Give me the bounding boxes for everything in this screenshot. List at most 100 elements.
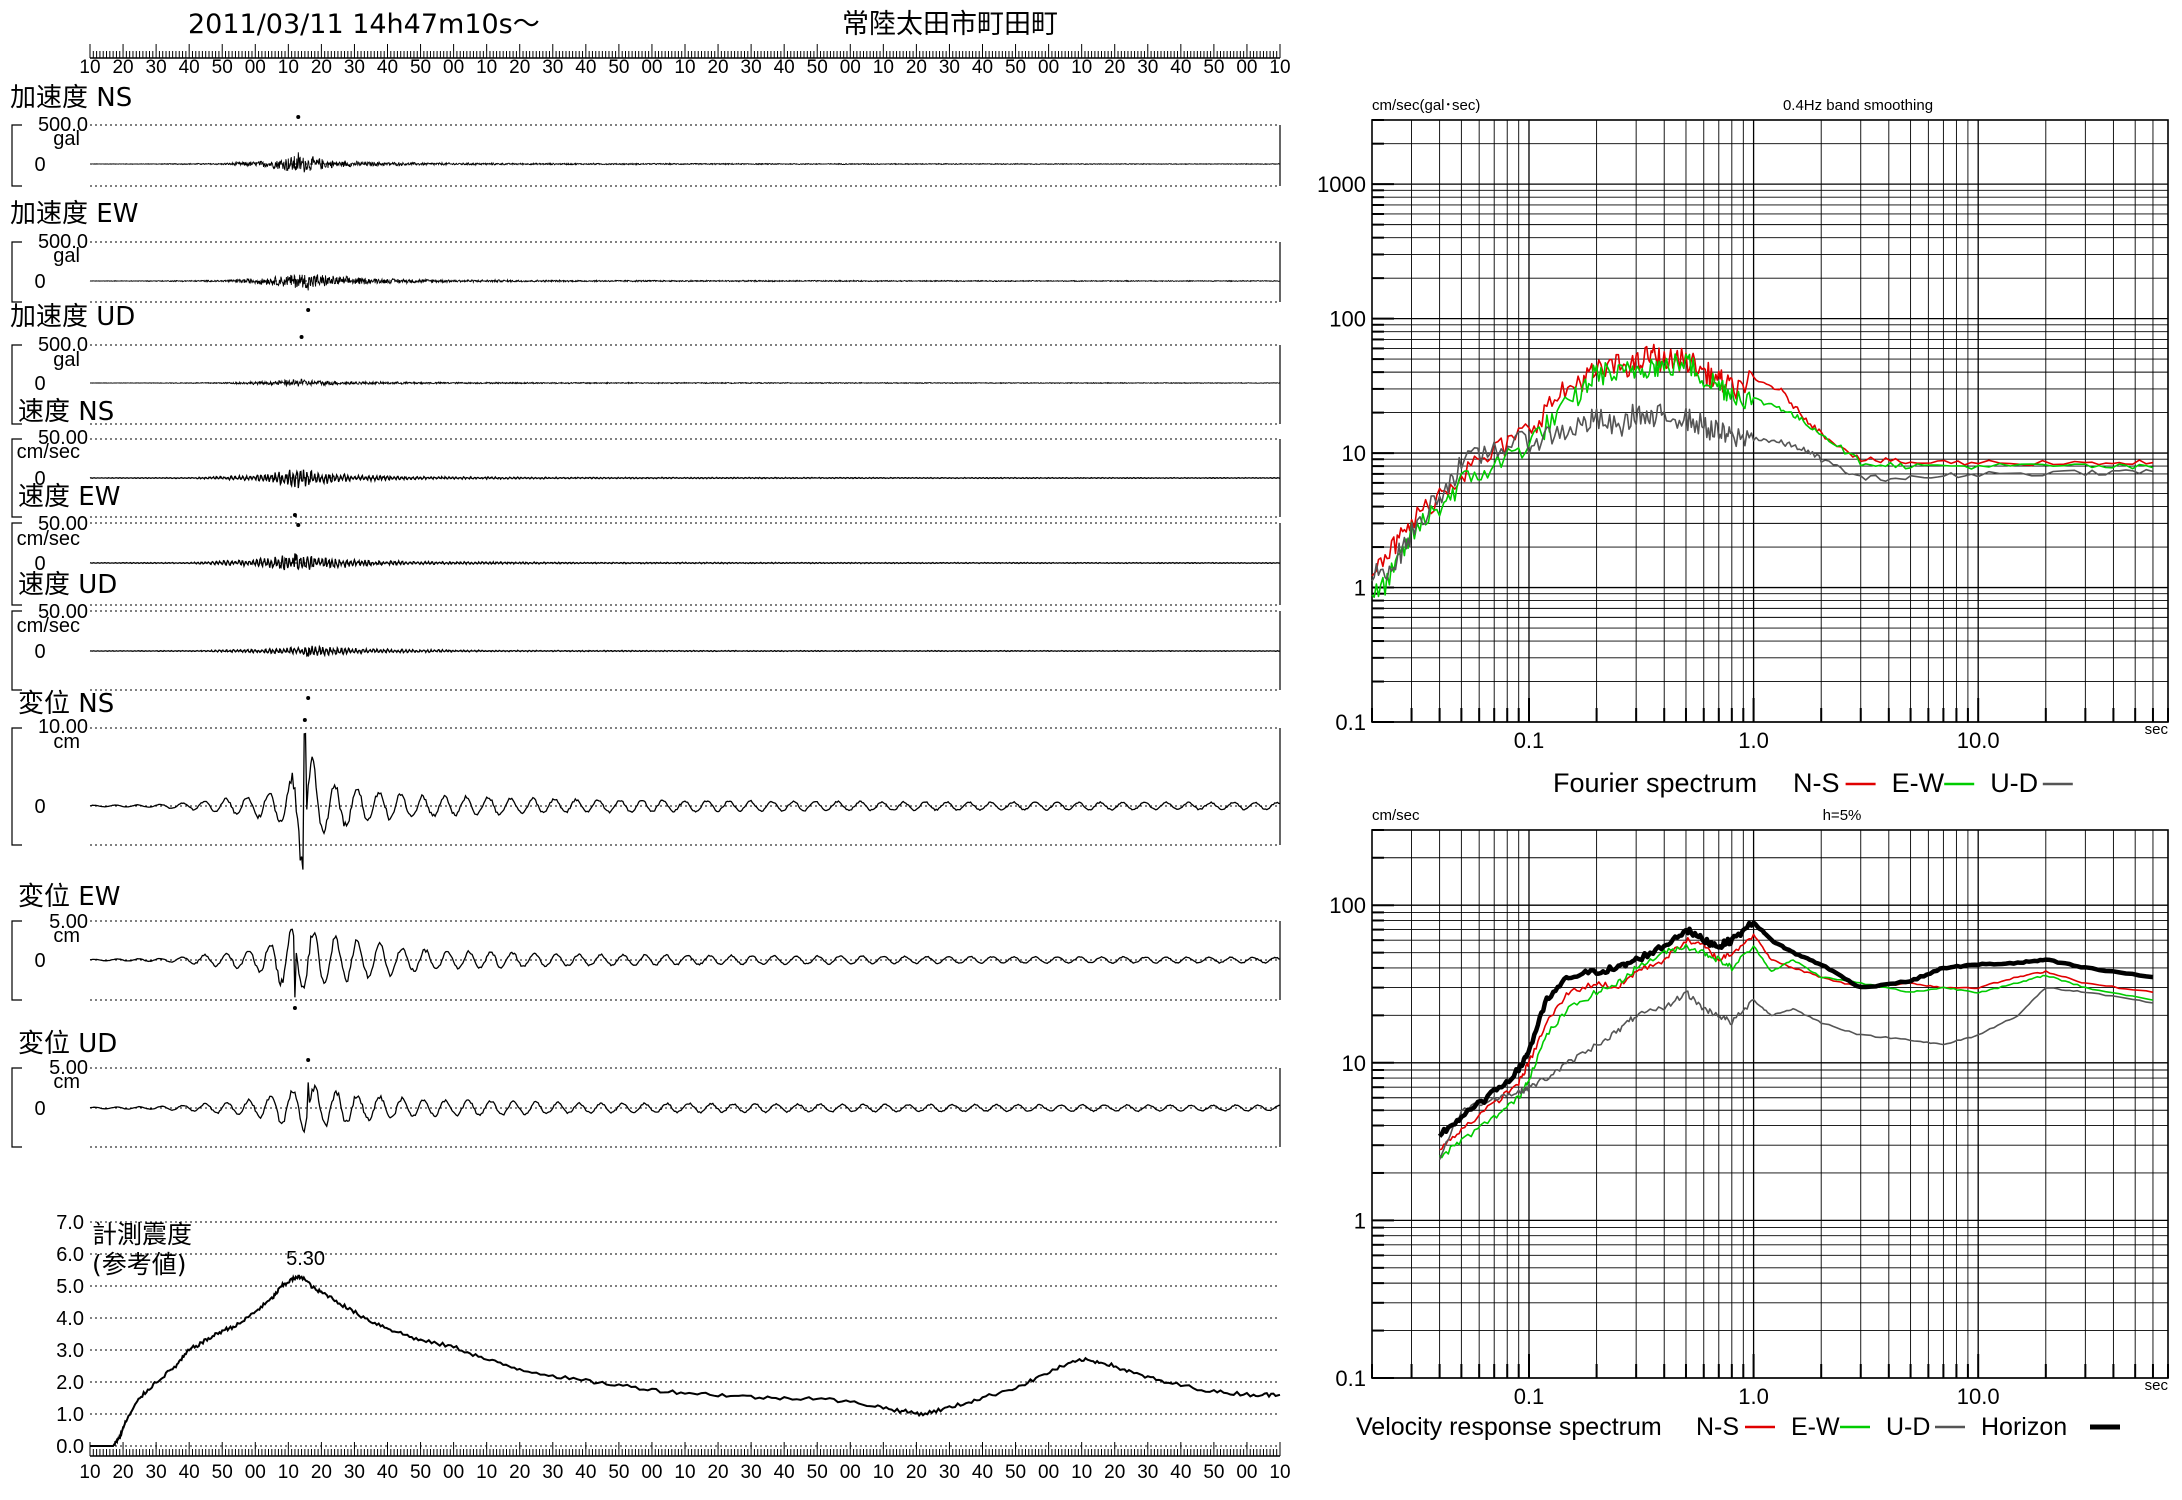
panel-zero-label: 0 [34,796,45,818]
time-axis-label: 30 [344,57,365,78]
time-axis-label: 20 [311,57,332,78]
time-axis-label: 40 [179,57,200,78]
spectrum-series-ud [1371,403,2154,582]
spectrum-series-horizon [1437,920,2154,1138]
panel-scale-label: 50.00 [38,427,88,449]
time-axis-label: 00 [1236,1462,1257,1483]
time-axis-label: 30 [542,1462,563,1483]
spectrum-ytick-label: 0.1 [1335,710,1366,735]
time-axis-label: 00 [443,1462,464,1483]
spectrum-xtick-label: 0.1 [1514,1384,1545,1409]
panel-left-bracket [11,124,22,187]
time-axis-label: 10 [674,57,695,78]
time-axis-label: 10 [476,57,497,78]
time-axis-label: 50 [410,57,431,78]
time-axis-label: 00 [443,57,464,78]
time-axis-label: 10 [1071,1462,1092,1483]
intensity-ytick: 3.0 [56,1340,84,1362]
time-axis-label: 20 [1104,1462,1125,1483]
time-axis-label: 00 [1236,57,1257,78]
time-axis-label: 50 [410,1462,431,1483]
panel-zero-label: 0 [34,641,45,663]
time-axis-label: 30 [146,1462,167,1483]
panel-left-bracket [11,1067,22,1148]
spectrum-xtick-label: 0.1 [1514,728,1545,753]
time-axis-label: 50 [1203,1462,1224,1483]
waveform-trace [89,644,1281,658]
intensity-ytick: 4.0 [56,1308,84,1330]
panel-zero-label: 0 [34,468,45,490]
panel-title: 速度 EW [18,482,120,512]
spectrum-title: h=5% [1823,807,1862,824]
time-axis-label: 30 [741,1462,762,1483]
legend-label: N-S [1793,768,1840,798]
time-axis-label: 10 [1269,1462,1290,1483]
panel-unit-label: gal [53,128,80,150]
spectrum-ytick-label: 1 [1354,1208,1366,1233]
spectrum-series-ns [1439,933,2154,1151]
time-axis-label: 20 [707,57,728,78]
panel-left-bracket [11,610,22,691]
peak-marker [302,718,307,722]
intensity-peak-label: 5.30 [286,1248,325,1270]
panel-zero-label: 0 [34,950,45,972]
time-axis-label: 30 [344,1462,365,1483]
spectrum-xtick-label: 10.0 [1957,728,2000,753]
intensity-ytick: 0.0 [56,1436,84,1458]
time-axis-label: 00 [245,57,266,78]
spectrum-ytick-label: 10 [1342,1051,1366,1076]
time-axis-label: 40 [972,1462,993,1483]
panel-title: 変位 UD [18,1029,117,1059]
time-axis-label: 00 [840,57,861,78]
time-axis-label: 00 [1038,57,1059,78]
time-axis-label: 40 [377,57,398,78]
panel-unit-label: gal [53,349,80,371]
time-axis-label: 00 [245,1462,266,1483]
time-axis-label: 50 [1005,1462,1026,1483]
intensity-trace [90,1274,1281,1447]
time-axis-label: 10 [278,57,299,78]
intensity-ytick: 6.0 [56,1244,84,1266]
spectrum-xtick-label: 1.0 [1738,728,1769,753]
time-axis-label: 40 [1170,57,1191,78]
panel-scale-label: 10.00 [38,716,88,738]
time-axis-label: 30 [939,1462,960,1483]
velocity-response-panel: 0.1 1.0 10.0 0.1 1 10 100 cm/sec sec h=5% Velocity… [1329,807,2169,1441]
time-axis-top: 10 20 30 40 50 00 10 20 30 40 50 00 10 20 30 40 50 00 10 20… [79,44,1291,78]
time-axis-label: 20 [906,57,927,78]
time-axis-label: 50 [212,1462,233,1483]
time-axis-label: 50 [608,1462,629,1483]
spectrum-xlabel: sec [2145,721,2169,738]
spectrum-ytick-label: 0.1 [1335,1366,1366,1391]
panel-zero-label: 0 [34,373,45,395]
panel-left-bracket [11,241,22,303]
spectrum-frame [1371,829,2169,1379]
time-axis-label: 50 [1203,57,1224,78]
legend-label: E-W [1892,768,1945,798]
spectrum-ylabel: cm/sec [1372,807,1420,824]
spectrum-ytick-label: 100 [1329,307,1366,332]
panel-unit-label: cm/sec [17,528,80,550]
time-axis-label: 20 [311,1462,332,1483]
spectrum-series-ud [1438,987,2154,1160]
peak-marker [299,335,304,339]
panel-scale-label: 500.0 [38,114,88,136]
time-axis-label: 30 [146,57,167,78]
time-axis-label: 10 [476,1462,497,1483]
time-axis-label: 50 [807,1462,828,1483]
panel-scale-label: 500.0 [38,231,88,253]
panel-left-bracket [11,727,22,846]
time-axis-label: 20 [509,57,530,78]
waveform-trace [89,928,1281,998]
spectrum-caption: Velocity response spectrum [1356,1413,1662,1441]
spectrum-xtick-label: 1.0 [1738,1384,1769,1409]
panel-unit-label: cm [53,731,80,753]
time-axis-label: 50 [212,57,233,78]
